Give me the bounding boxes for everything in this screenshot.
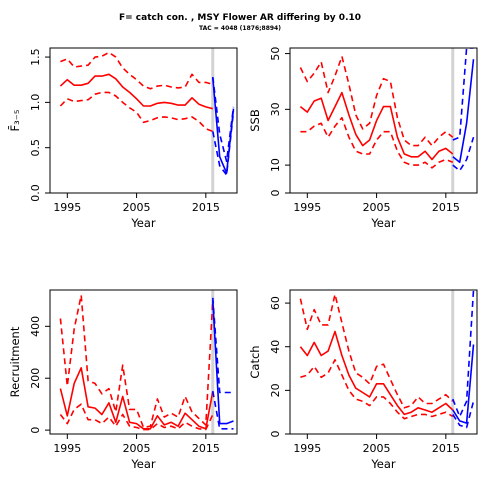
x-tick-label: 2005	[123, 442, 151, 455]
y-tick-label: 400	[29, 316, 42, 337]
historic-dashed-line-2	[300, 116, 454, 169]
x-tick-label: 2005	[123, 201, 151, 214]
x-axis-label: Year	[370, 457, 396, 471]
forecast-dashed-line-5	[452, 401, 475, 429]
forecast-dashed-line-5	[212, 391, 234, 430]
forecast-dashed-line-5	[452, 136, 475, 172]
f-panel: 1995 2005 2015 0.0 0.5 1.0 1.5 Year F̄₃₋₅	[8, 47, 238, 230]
historic-solid-line-0	[59, 366, 214, 430]
x-tick-label: 2015	[432, 201, 460, 214]
x-tick-label: 2015	[192, 201, 220, 214]
y-tick-label: 1.5	[29, 48, 42, 66]
plot-frame	[49, 289, 238, 435]
y-tick-label: 10	[269, 158, 282, 172]
historic-dashed-line-1	[60, 51, 214, 90]
y-axis-label: Recruitment	[8, 326, 22, 397]
y-axis-label: F̄₃₋₅	[8, 109, 22, 131]
y-tick-label: 50	[269, 47, 282, 61]
catch-panel: 1995 2005 2015 0 20 40 60 Year Catch	[248, 289, 478, 471]
forecast-dashed-line-5	[212, 111, 235, 176]
y-tick-label: 1.0	[29, 94, 42, 112]
x-tick-label: 2015	[432, 442, 460, 455]
x-axis-label: Year	[130, 457, 156, 471]
figure-title: F= catch con. , MSY Flower AR differing …	[119, 13, 361, 23]
series-group	[59, 294, 234, 431]
forecast-solid-line-3	[452, 344, 475, 424]
forecast-solid-line-3	[452, 59, 475, 164]
historic-solid-line-0	[59, 73, 213, 110]
y-axis-label: Catch	[248, 345, 262, 378]
plot-frame	[289, 47, 478, 194]
y-axis-label: SSB	[248, 109, 262, 132]
y-tick-label: 0	[269, 190, 282, 197]
historic-dashed-line-1	[299, 55, 454, 147]
y-tick-label: 60	[269, 296, 282, 310]
figure-subtitle: TAC = 4048 (1876;8894)	[199, 25, 281, 32]
series-group	[299, 48, 475, 172]
forecast-dashed-line-4	[452, 290, 475, 418]
y-tick-label: 40	[269, 340, 282, 354]
historic-dashed-line-1	[59, 294, 214, 429]
y-tick-label: 0.0	[29, 184, 42, 202]
x-tick-label: 1995	[53, 442, 81, 455]
series-group	[299, 290, 475, 429]
historic-dashed-line-1	[299, 293, 454, 409]
y-tick-label: 0	[29, 427, 42, 434]
historic-dashed-line-2	[59, 403, 214, 431]
forecast-dashed-line-4	[212, 297, 234, 394]
recruitment-panel: 1995 2005 2015 0 200 400 Year Recruitment	[8, 289, 238, 471]
historic-dashed-line-2	[300, 358, 454, 420]
x-tick-label: 1995	[293, 442, 321, 455]
y-tick-label: 0	[269, 431, 282, 438]
forecast-dashed-line-4	[452, 48, 474, 141]
x-axis-label: Year	[130, 216, 156, 230]
x-tick-label: 2015	[192, 442, 220, 455]
plot-frame	[49, 47, 238, 194]
historic-solid-line-0	[299, 91, 454, 161]
y-tick-label: 20	[269, 383, 282, 397]
y-tick-label: 30	[269, 102, 282, 116]
y-tick-label: 0.5	[29, 139, 42, 157]
y-tick-label: 200	[29, 368, 42, 389]
forecast-dashed-line-4	[212, 76, 235, 163]
x-tick-label: 2005	[363, 201, 391, 214]
plot-frame	[289, 289, 478, 435]
x-tick-label: 1995	[53, 201, 81, 214]
x-tick-label: 2005	[363, 442, 391, 455]
series-group	[59, 51, 235, 176]
historic-solid-line-0	[299, 330, 454, 416]
x-axis-label: Year	[370, 216, 396, 230]
historic-dashed-line-2	[59, 91, 214, 133]
ssb-panel: 1995 2005 2015 0 10 30 50 Year SSB	[248, 47, 478, 230]
forecast-solid-line-3	[212, 300, 234, 425]
x-tick-label: 1995	[293, 201, 321, 214]
